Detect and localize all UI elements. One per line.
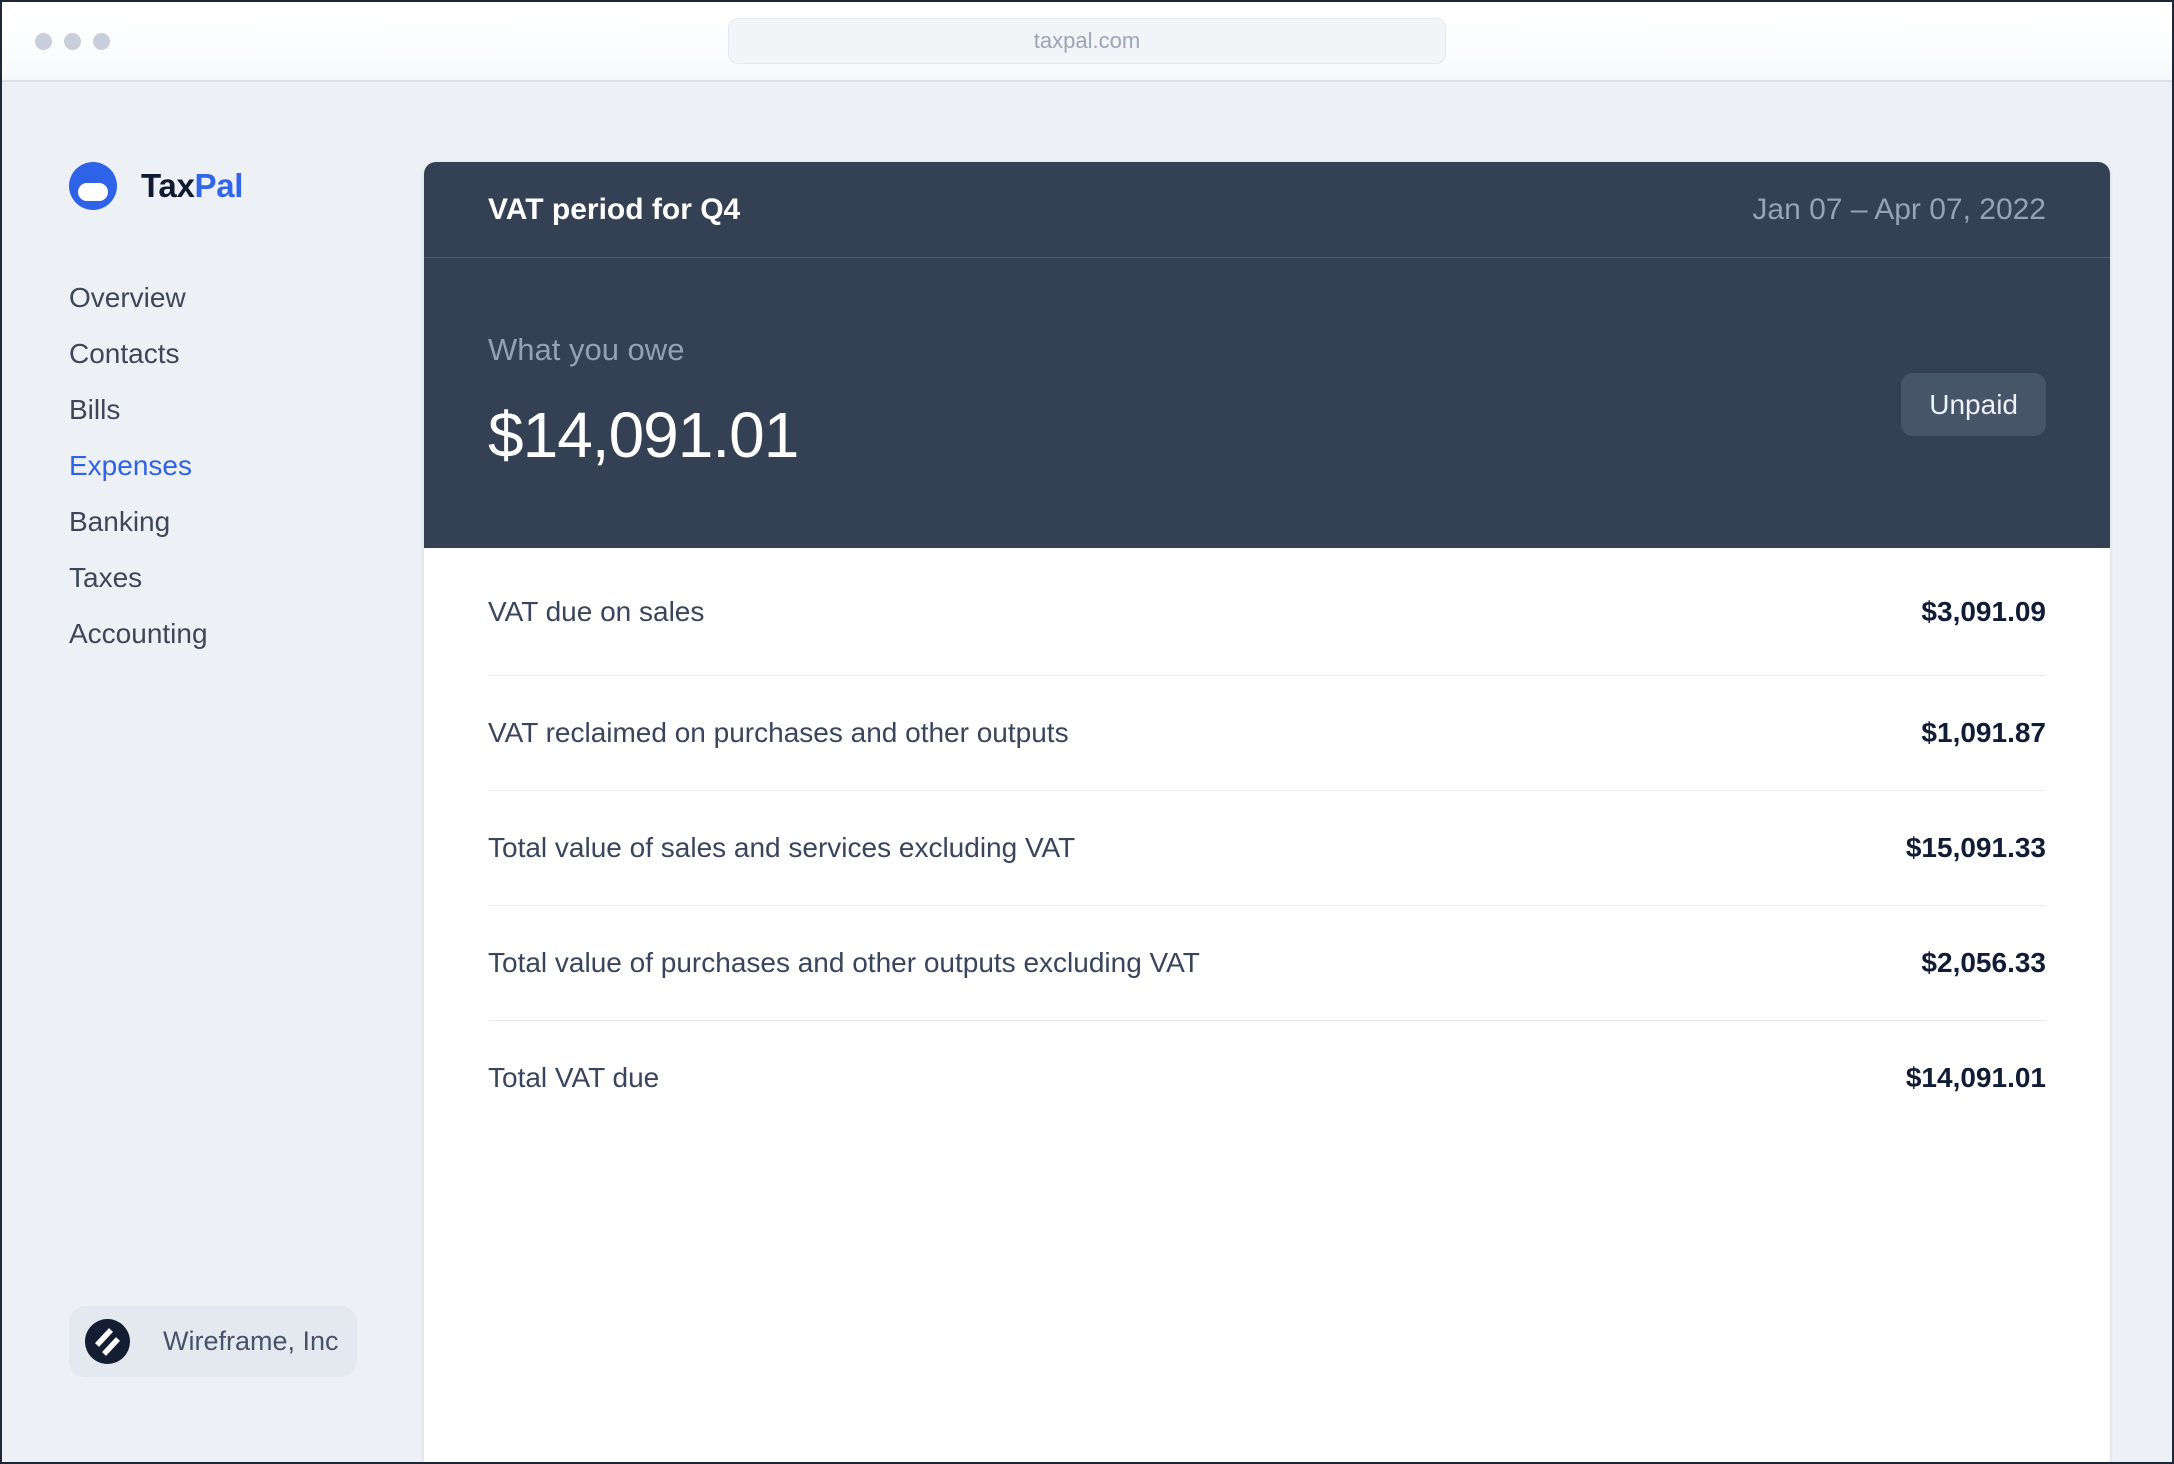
row-amount: $2,056.33	[1921, 947, 2046, 978]
brand-name-suffix: Pal	[194, 167, 244, 204]
address-bar-url: taxpal.com	[1033, 28, 1141, 53]
date-range: Jan 07 – Apr 07, 2022	[1752, 192, 2046, 226]
window-controls	[35, 32, 110, 50]
table-row: Total value of purchases and other outpu…	[488, 906, 2046, 1021]
vat-card: VAT period for Q4 Jan 07 – Apr 07, 2022 …	[424, 162, 2110, 1462]
row-label: Total value of purchases and other outpu…	[488, 947, 1200, 978]
sidebar-item-bills[interactable]: Bills	[69, 394, 121, 425]
taxpal-logo: TaxPal	[69, 162, 243, 210]
wireframe-logo-icon	[85, 1319, 130, 1364]
status-badge: Unpaid	[1901, 373, 2046, 436]
row-amount: $15,091.33	[1905, 832, 2046, 863]
sidebar-item-accounting[interactable]: Accounting	[69, 618, 208, 649]
card-title: VAT period for Q4	[488, 192, 741, 226]
sidebar: TaxPal Overview Contacts Bills Expenses …	[2, 82, 424, 1462]
window-control-dot[interactable]	[64, 32, 81, 50]
row-amount: $3,091.09	[1921, 595, 2046, 627]
owe-summary: What you owe $14,091.01	[488, 332, 799, 471]
owe-amount: $14,091.01	[488, 399, 799, 471]
vat-table: VAT due on sales $3,091.09 VAT reclaimed…	[424, 548, 2110, 1135]
vat-card-header: VAT period for Q4 Jan 07 – Apr 07, 2022	[424, 162, 2110, 258]
table-row: Total VAT due $14,091.01	[488, 1021, 2046, 1135]
sidebar-item-overview[interactable]: Overview	[69, 282, 186, 313]
row-amount: $1,091.87	[1921, 717, 2046, 748]
row-label: Total value of sales and services exclud…	[488, 832, 1076, 863]
owe-label: What you owe	[488, 332, 685, 367]
window-control-dot[interactable]	[35, 32, 52, 50]
sidebar-nav: Overview Contacts Bills Expenses Banking…	[69, 270, 208, 662]
owe-section: What you owe $14,091.01 Unpaid	[424, 258, 2110, 548]
browser-chrome: taxpal.com	[2, 2, 2172, 82]
window-control-dot[interactable]	[93, 32, 110, 50]
row-label: Total VAT due	[488, 1062, 660, 1093]
sidebar-item-expenses[interactable]: Expenses	[69, 450, 192, 481]
org-name: Wireframe, Inc	[163, 1326, 339, 1356]
sidebar-item-taxes[interactable]: Taxes	[69, 562, 143, 593]
row-label: VAT reclaimed on purchases and other out…	[488, 717, 1069, 748]
address-bar[interactable]: taxpal.com	[728, 18, 1446, 64]
row-amount: $14,091.01	[1905, 1062, 2046, 1093]
brand-name-prefix: Tax	[141, 167, 195, 204]
org-switcher[interactable]: Wireframe, Inc	[69, 1306, 357, 1377]
table-row: Total value of sales and services exclud…	[488, 791, 2046, 906]
taxpal-logo-icon	[69, 162, 117, 210]
sidebar-item-banking[interactable]: Banking	[69, 506, 171, 537]
row-label: VAT due on sales	[488, 595, 705, 627]
sidebar-item-contacts[interactable]: Contacts	[69, 338, 180, 369]
main-area: TaxPal Overview Contacts Bills Expenses …	[2, 82, 2172, 1462]
brand-name: TaxPal	[141, 167, 243, 205]
table-row: VAT reclaimed on purchases and other out…	[488, 676, 2046, 791]
table-row: VAT due on sales $3,091.09	[488, 548, 2046, 676]
vat-card-dark-section: VAT period for Q4 Jan 07 – Apr 07, 2022 …	[424, 162, 2110, 548]
